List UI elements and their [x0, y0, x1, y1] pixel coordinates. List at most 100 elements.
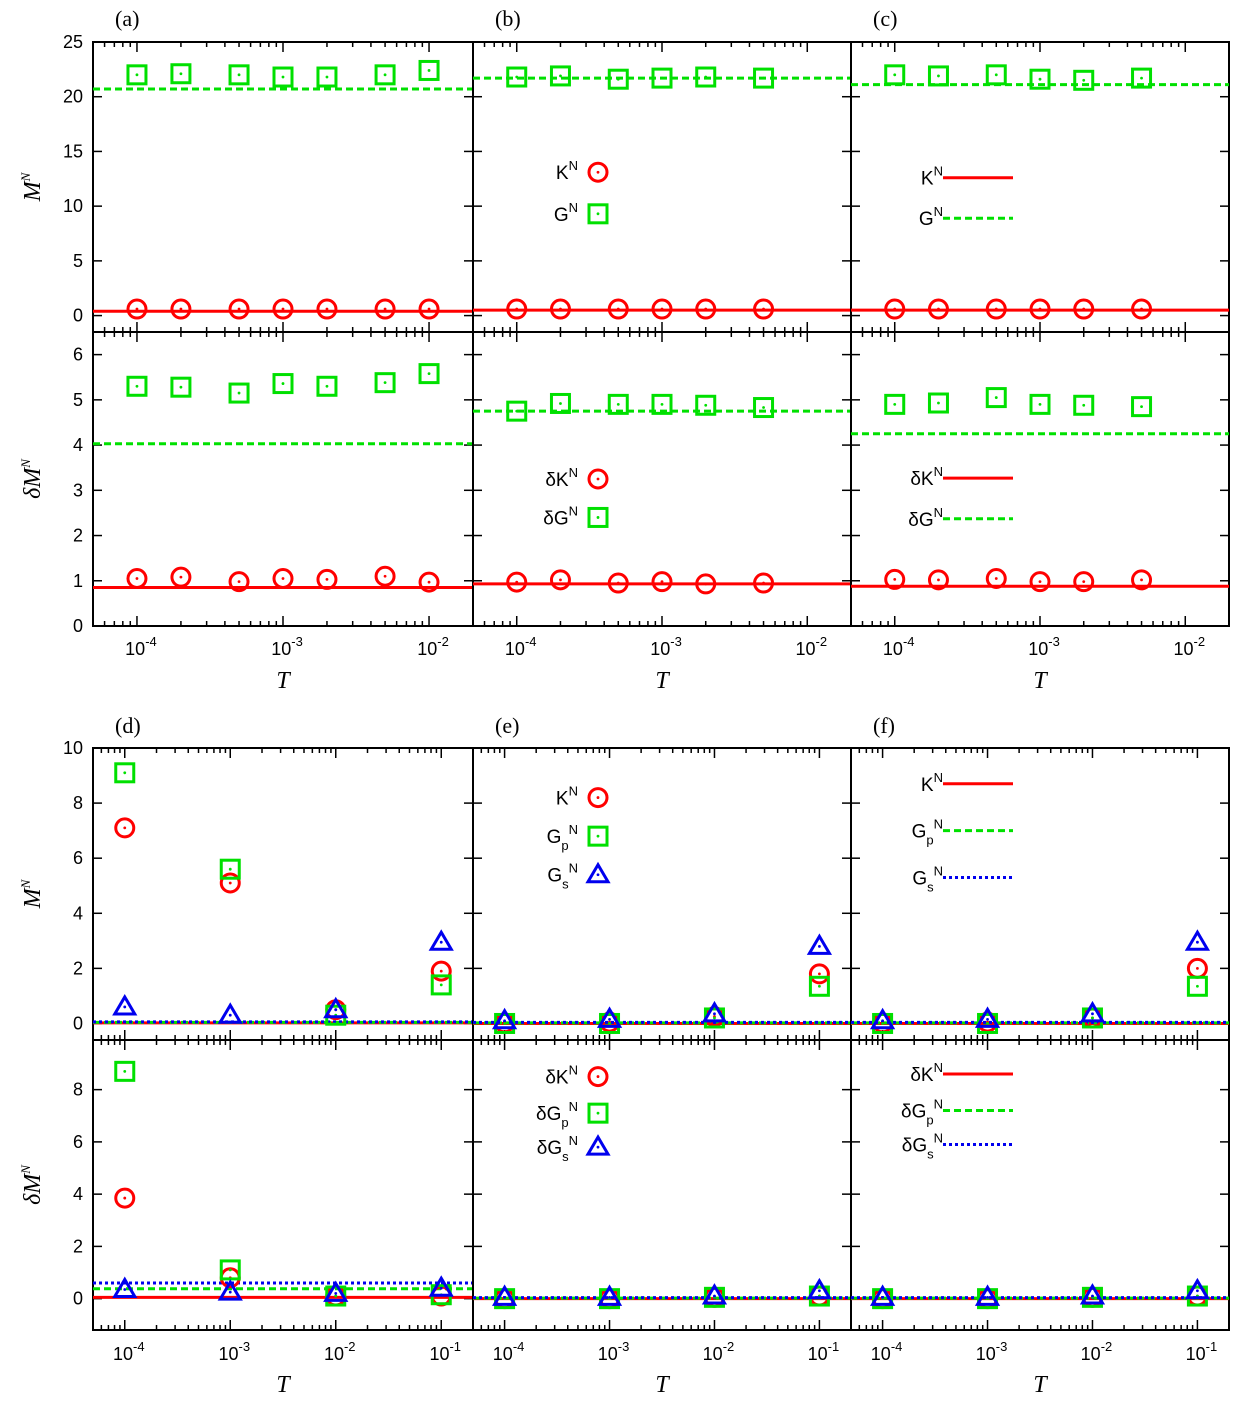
data-point-center-dot	[704, 75, 708, 79]
y-tick-label: 4	[73, 1184, 83, 1204]
data-point	[695, 66, 717, 88]
data-point	[418, 363, 440, 385]
data-point	[418, 59, 440, 81]
data-point	[1184, 1277, 1211, 1300]
data-point	[607, 68, 629, 90]
panel-label: (a)	[115, 6, 139, 31]
data-point	[927, 298, 949, 320]
data-point	[808, 975, 830, 997]
y-tick-label: 8	[73, 793, 83, 813]
y-tick-label: 6	[73, 848, 83, 868]
subplot-lower: δKN δGN	[850, 331, 1230, 627]
data-point	[228, 571, 250, 593]
data-point-center-dot	[439, 940, 443, 944]
legend-marker-center-dot	[596, 170, 600, 174]
y-tick-label: 2	[73, 1236, 83, 1256]
data-point	[701, 1000, 728, 1023]
data-point-center-dot	[1196, 1289, 1199, 1293]
legend-label: GN	[554, 200, 578, 226]
data-point-center-dot	[228, 1290, 232, 1294]
data-markers	[491, 933, 833, 1034]
data-point	[596, 1006, 623, 1028]
y-tick-label: 5	[73, 390, 83, 410]
data-point	[549, 298, 571, 320]
data-point-center-dot	[608, 1017, 611, 1021]
x-tick-label: 10-2	[795, 634, 827, 659]
data-point-center-dot	[334, 1294, 338, 1298]
data-point-center-dot	[1082, 78, 1086, 82]
x-axis-title: T	[276, 668, 291, 694]
data-point-center-dot	[237, 73, 241, 77]
data-point	[1029, 571, 1051, 593]
data-point	[651, 571, 673, 593]
data-point	[1073, 298, 1095, 320]
data-point	[170, 298, 192, 320]
reference-lines	[473, 409, 851, 586]
data-point	[491, 1284, 518, 1306]
data-markers	[506, 392, 775, 595]
data-point-center-dot	[1196, 966, 1199, 970]
data-point	[607, 393, 629, 415]
data-point	[217, 1279, 243, 1301]
y-tick-label: 3	[73, 480, 83, 500]
data-point	[1029, 298, 1051, 320]
data-point-center-dot	[762, 307, 765, 311]
data-point	[974, 1284, 1001, 1306]
legend: KN GN	[919, 164, 1013, 230]
x-axis-title: T	[655, 1372, 670, 1398]
x-tick-label: 10-2	[1173, 634, 1205, 659]
data-markers	[506, 65, 775, 320]
x-axis-title: T	[276, 1372, 291, 1398]
data-point-center-dot	[893, 73, 897, 77]
data-point-center-dot	[660, 307, 664, 311]
data-point	[884, 298, 906, 320]
data-point-center-dot	[1140, 578, 1143, 582]
data-point	[1131, 396, 1153, 418]
data-point	[549, 392, 571, 414]
data-point-center-dot	[1038, 580, 1042, 584]
legend-marker-center-dot	[596, 1145, 600, 1149]
data-point-center-dot	[660, 76, 664, 80]
y-tick-label: 20	[63, 87, 83, 107]
data-point	[985, 298, 1007, 320]
data-point-center-dot	[123, 1196, 127, 1200]
x-tick-label: 10-3	[271, 634, 303, 659]
data-point-center-dot	[325, 75, 329, 79]
x-tick-label: 10-3	[976, 1339, 1008, 1364]
data-point	[1073, 394, 1095, 416]
x-tick-label: 10-3	[598, 1339, 630, 1364]
legend-marker-center-dot	[596, 1111, 600, 1115]
data-point	[651, 67, 673, 89]
data-point-center-dot	[439, 1286, 443, 1290]
subplot-upper: 0 2 4 6 8 10 MN	[18, 738, 474, 1041]
x-tick-label: 10-4	[871, 1339, 903, 1364]
data-point-center-dot	[937, 74, 940, 78]
reference-lines	[473, 1296, 851, 1301]
data-point-center-dot	[1196, 984, 1199, 988]
y-axis-title: MN	[18, 878, 46, 909]
data-point-center-dot	[383, 574, 387, 578]
data-point	[607, 298, 629, 320]
legend-label: KN	[556, 784, 578, 810]
data-point	[323, 996, 349, 1019]
data-point-center-dot	[1038, 402, 1042, 406]
plot-frame	[850, 747, 1230, 1041]
data-markers	[112, 1060, 454, 1307]
data-point-center-dot	[1091, 1294, 1094, 1298]
y-tick-label: 8	[73, 1080, 83, 1100]
x-tick-label: 10-2	[417, 634, 449, 659]
legend: δKN δGN	[908, 464, 1013, 531]
x-tick-label: 10-1	[808, 1339, 840, 1364]
data-point-center-dot	[762, 76, 765, 80]
data-point-center-dot	[559, 578, 562, 582]
data-point	[985, 64, 1007, 86]
data-point-center-dot	[135, 73, 139, 77]
legend-label: δGN	[543, 503, 578, 529]
panel-label: (e)	[495, 713, 519, 738]
legend-marker-center-dot	[596, 212, 600, 216]
data-point	[114, 817, 136, 839]
